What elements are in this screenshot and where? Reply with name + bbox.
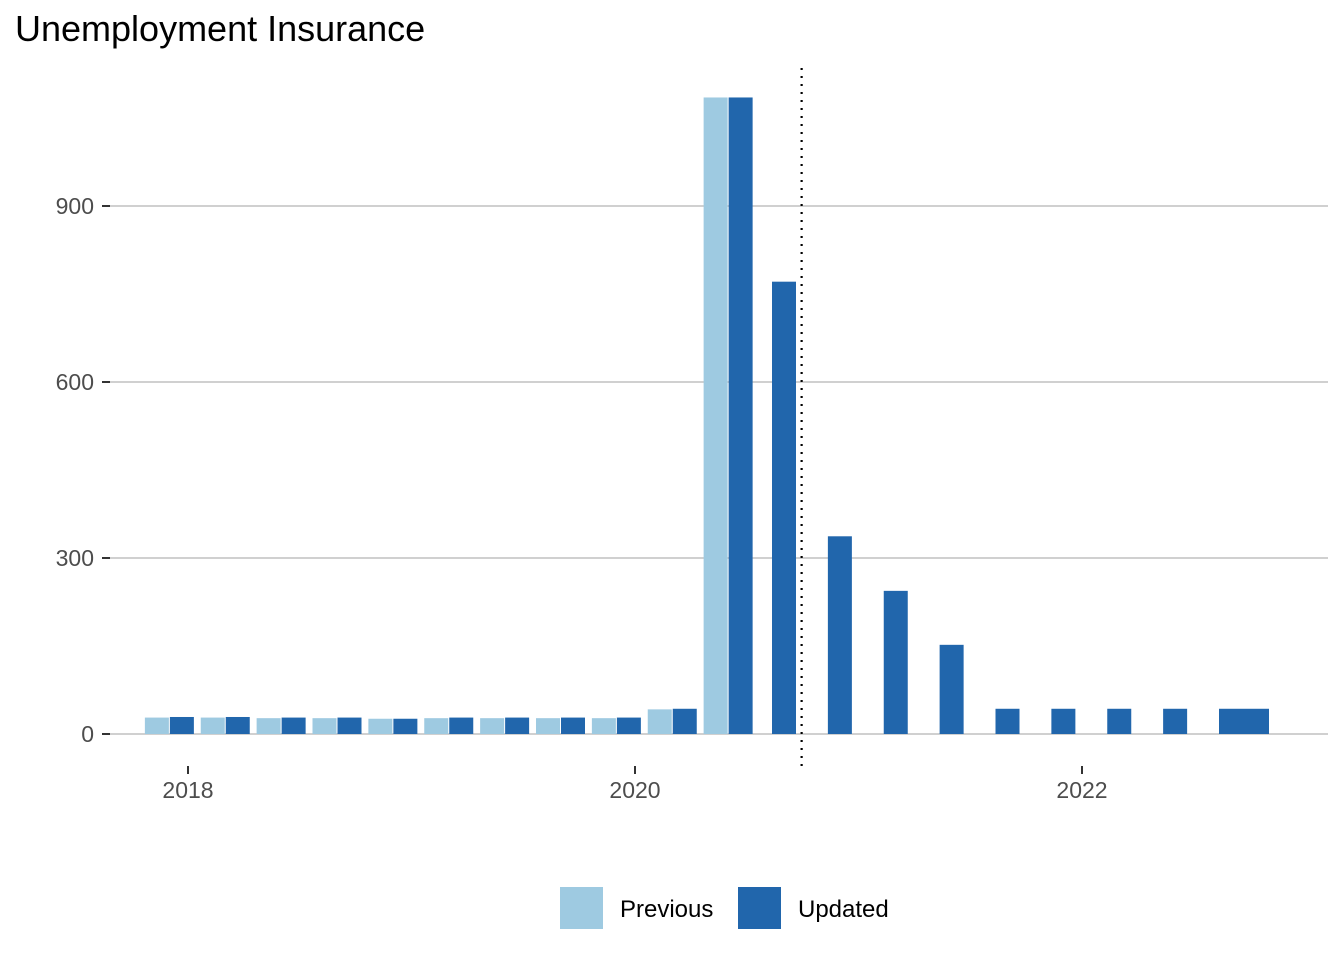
bar-previous-2020-06: [703, 97, 728, 734]
bar-updated-2022-06: [1163, 708, 1188, 734]
y-tick-label: 900: [56, 193, 94, 219]
bar-updated-2021-03: [883, 590, 908, 734]
bar-updated-2021-09: [995, 708, 1020, 734]
bar-updated-2017-12: [169, 716, 194, 734]
bar-updated-2020-09: [772, 281, 796, 734]
bar-previous-2019-06: [480, 718, 505, 734]
bar-updated-2020-06: [728, 97, 753, 734]
legend-label-previous: Previous: [620, 896, 713, 923]
bar-updated-2021-12: [1051, 708, 1076, 734]
bar-updated-2019-12: [616, 717, 641, 734]
legend-swatch-updated: [738, 887, 781, 929]
bar-previous-2019-03: [424, 718, 449, 734]
bar-updated-2018-03: [225, 716, 250, 734]
bar-updated-2018-06: [281, 717, 306, 734]
bar-updated-2018-12: [393, 718, 418, 734]
bar-updated-2019-09: [561, 717, 585, 734]
axes: 0 300 600 900 2018 2020 2022: [56, 193, 1108, 803]
bar-updated-2022-03: [1107, 708, 1132, 734]
bar-updated-2022-09: [1219, 708, 1243, 734]
bar-previous-2018-06: [256, 718, 281, 734]
bar-previous-2019-12: [591, 718, 616, 734]
bar-updated-2018-09: [337, 717, 362, 734]
bar-previous-2018-09: [312, 718, 337, 734]
x-tick-label: 2022: [1056, 777, 1107, 803]
x-tick-label: 2018: [162, 777, 213, 803]
bar-previous-2019-09: [536, 718, 560, 734]
bar-previous-2018-12: [368, 718, 393, 734]
bar-updated-2019-03: [449, 717, 474, 734]
legend: Previous Updated: [560, 887, 889, 929]
chart-title: Unemployment Insurance: [15, 8, 426, 49]
legend-label-updated: Updated: [798, 896, 889, 923]
bars: [144, 97, 1269, 734]
bar-updated-2021-06: [939, 644, 964, 734]
bar-updated-2020-12: [827, 536, 852, 734]
y-tick-label: 300: [56, 545, 94, 571]
legend-swatch-previous: [560, 887, 603, 929]
bar-previous-2020-03: [647, 709, 672, 734]
y-tick-label: 600: [56, 369, 94, 395]
y-tick-label: 0: [81, 721, 94, 747]
bar-updated-2020-03: [672, 708, 697, 734]
x-tick-label: 2020: [609, 777, 660, 803]
bar-updated-2019-06: [505, 717, 530, 734]
bar-previous-2018-03: [200, 717, 225, 734]
bar-updated-2022-09-extension: [1243, 708, 1269, 734]
bar-previous-2017-12: [144, 717, 169, 734]
